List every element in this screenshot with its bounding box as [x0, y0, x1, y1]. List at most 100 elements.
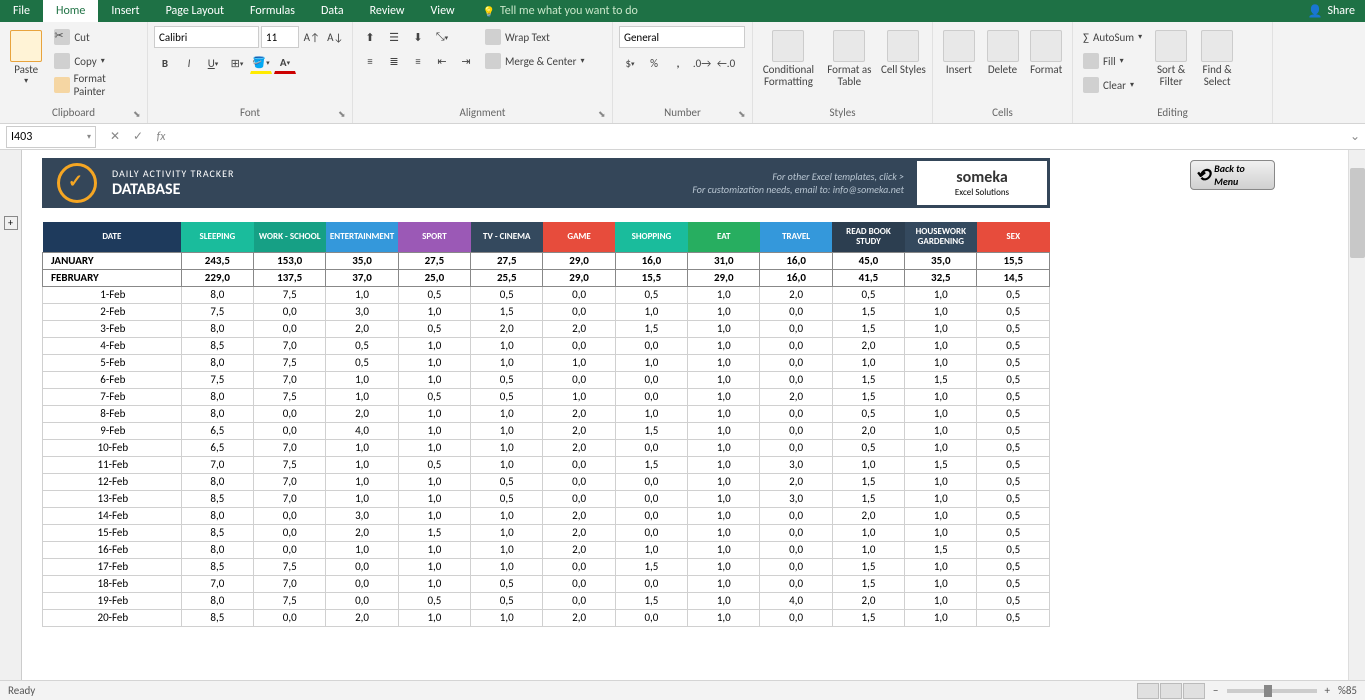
zoom-in-button[interactable]: + [1325, 684, 1330, 697]
align-top-button[interactable]: ⬆ [359, 26, 381, 48]
comma-button[interactable]: , [667, 52, 689, 74]
table-row[interactable]: 17-Feb8,57,50,01,01,00,01,51,00,01,51,00… [43, 558, 1050, 575]
format-painter-button[interactable]: Format Painter [50, 74, 141, 96]
paste-button[interactable]: Paste▾ [6, 26, 46, 106]
column-header[interactable]: WORK - SCHOOL [254, 222, 326, 252]
table-row[interactable]: 4-Feb8,57,00,51,01,00,00,01,00,02,01,00,… [43, 337, 1050, 354]
decrease-indent-button[interactable]: ⇤ [431, 50, 453, 72]
tab-review[interactable]: Review [357, 0, 418, 22]
format-table-button[interactable]: Format as Table [822, 26, 877, 106]
column-header[interactable]: SPORT [398, 222, 470, 252]
table-row[interactable]: 16-Feb8,00,01,01,01,02,01,01,00,01,01,50… [43, 541, 1050, 558]
clipboard-launcher[interactable]: ⬊ [133, 109, 145, 121]
share-button[interactable]: 👤Share [1307, 4, 1355, 19]
fill-button[interactable]: Fill▾ [1079, 50, 1146, 72]
copy-button[interactable]: Copy▾ [50, 50, 141, 72]
align-left-button[interactable]: ≡ [359, 50, 381, 72]
column-header[interactable]: SHOPPING [615, 222, 687, 252]
summary-row[interactable]: JANUARY243,5153,035,027,527,529,016,031,… [43, 252, 1050, 269]
column-header[interactable]: READ BOOK STUDY [832, 222, 904, 252]
increase-indent-button[interactable]: ⇥ [455, 50, 477, 72]
tab-view[interactable]: View [418, 0, 468, 22]
column-header[interactable]: DATE [43, 222, 182, 252]
font-name-select[interactable] [154, 26, 259, 48]
table-row[interactable]: 9-Feb6,50,04,01,01,02,01,51,00,02,01,00,… [43, 422, 1050, 439]
fill-color-button[interactable]: 🪣▾ [250, 52, 272, 74]
orientation-button[interactable]: ⤡▾ [431, 26, 453, 48]
column-header[interactable]: GAME [543, 222, 615, 252]
sort-filter-button[interactable]: Sort & Filter [1150, 26, 1192, 106]
column-header[interactable]: TRAVEL [760, 222, 832, 252]
column-header[interactable]: TV - CINEMA [471, 222, 543, 252]
normal-view-button[interactable] [1137, 683, 1159, 699]
tab-data[interactable]: Data [308, 0, 357, 22]
table-row[interactable]: 5-Feb8,07,50,51,01,01,01,01,00,01,01,00,… [43, 354, 1050, 371]
tab-insert[interactable]: Insert [98, 0, 152, 22]
table-row[interactable]: 10-Feb6,57,01,01,01,02,00,01,00,00,51,00… [43, 439, 1050, 456]
page-break-view-button[interactable] [1183, 683, 1205, 699]
column-header[interactable]: SLEEPING [181, 222, 253, 252]
table-row[interactable]: 2-Feb7,50,03,01,01,50,01,01,00,01,51,00,… [43, 303, 1050, 320]
insert-cells-button[interactable]: Insert [939, 26, 979, 106]
format-cells-button[interactable]: Format [1026, 26, 1066, 106]
delete-cells-button[interactable]: Delete [983, 26, 1023, 106]
table-row[interactable]: 8-Feb8,00,02,01,01,02,01,01,00,00,51,00,… [43, 405, 1050, 422]
clear-button[interactable]: Clear▾ [1079, 74, 1146, 96]
vertical-scrollbar[interactable] [1348, 150, 1365, 680]
font-launcher[interactable]: ⬊ [338, 109, 350, 121]
table-row[interactable]: 6-Feb7,57,01,01,00,50,00,01,00,01,51,50,… [43, 371, 1050, 388]
decrease-decimal-button[interactable]: ←.0 [715, 52, 737, 74]
table-row[interactable]: 12-Feb8,07,01,01,00,50,00,01,02,01,51,00… [43, 473, 1050, 490]
align-bottom-button[interactable]: ⬇ [407, 26, 429, 48]
expand-formula-button[interactable]: ⌄ [1345, 129, 1365, 144]
table-row[interactable]: 3-Feb8,00,02,00,52,02,01,51,00,01,51,00,… [43, 320, 1050, 337]
column-header[interactable]: ENTERTAINMENT [326, 222, 398, 252]
increase-font-button[interactable]: A↑ [301, 26, 323, 48]
wrap-text-button[interactable]: Wrap Text [481, 26, 589, 48]
tab-page-layout[interactable]: Page Layout [153, 0, 237, 22]
enter-formula-button[interactable]: ✓ [127, 126, 149, 148]
table-row[interactable]: 7-Feb8,07,51,00,50,51,00,01,02,01,51,00,… [43, 388, 1050, 405]
border-button[interactable]: ⊞▾ [226, 52, 248, 74]
bold-button[interactable]: B [154, 52, 176, 74]
autosum-button[interactable]: ∑AutoSum▾ [1079, 26, 1146, 48]
alignment-launcher[interactable]: ⬊ [598, 109, 610, 121]
table-row[interactable]: 15-Feb8,50,02,01,51,02,00,01,00,01,01,00… [43, 524, 1050, 541]
table-row[interactable]: 19-Feb8,07,50,00,50,50,01,51,04,02,01,00… [43, 592, 1050, 609]
column-header[interactable]: HOUSEWORK GARDENING [905, 222, 977, 252]
currency-button[interactable]: $▾ [619, 52, 641, 74]
tab-home[interactable]: Home [43, 0, 98, 22]
font-color-button[interactable]: A▾ [274, 52, 296, 74]
page-layout-view-button[interactable] [1160, 683, 1182, 699]
formula-input[interactable] [180, 126, 1345, 148]
table-row[interactable]: 18-Feb7,07,00,01,00,50,00,01,00,01,51,00… [43, 575, 1050, 592]
align-middle-button[interactable]: ☰ [383, 26, 405, 48]
underline-button[interactable]: U▾ [202, 52, 224, 74]
table-row[interactable]: 20-Feb8,50,02,01,01,02,00,01,00,01,51,00… [43, 609, 1050, 626]
decrease-font-button[interactable]: A↓ [325, 26, 347, 48]
table-row[interactable]: 13-Feb8,57,01,01,00,50,00,01,03,01,51,00… [43, 490, 1050, 507]
italic-button[interactable]: I [178, 52, 200, 74]
tab-file[interactable]: File [0, 0, 43, 22]
find-select-button[interactable]: Find & Select [1196, 26, 1238, 106]
tab-formulas[interactable]: Formulas [237, 0, 308, 22]
back-to-menu-button[interactable]: ⟲ Back to Menu [1190, 160, 1275, 190]
font-size-select[interactable] [261, 26, 299, 48]
zoom-out-button[interactable]: − [1213, 684, 1218, 697]
align-right-button[interactable]: ≡ [407, 50, 429, 72]
table-row[interactable]: 1-Feb8,07,51,00,50,50,00,51,02,00,51,00,… [43, 286, 1050, 303]
cell-styles-button[interactable]: Cell Styles [881, 26, 926, 106]
fx-button[interactable]: fx [150, 126, 172, 148]
cancel-formula-button[interactable]: ✕ [104, 126, 126, 148]
name-box[interactable]: I403 [6, 126, 96, 148]
column-header[interactable]: EAT [688, 222, 760, 252]
summary-row[interactable]: FEBRUARY229,0137,537,025,025,529,015,529… [43, 269, 1050, 286]
percent-button[interactable]: % [643, 52, 665, 74]
increase-decimal-button[interactable]: .0→ [691, 52, 713, 74]
tell-me-search[interactable]: Tell me what you want to do [483, 4, 638, 18]
conditional-formatting-button[interactable]: Conditional Formatting [759, 26, 818, 106]
merge-center-button[interactable]: Merge & Center▾ [481, 50, 589, 72]
number-launcher[interactable]: ⬊ [738, 109, 750, 121]
align-center-button[interactable]: ≣ [383, 50, 405, 72]
zoom-slider[interactable] [1227, 689, 1317, 693]
